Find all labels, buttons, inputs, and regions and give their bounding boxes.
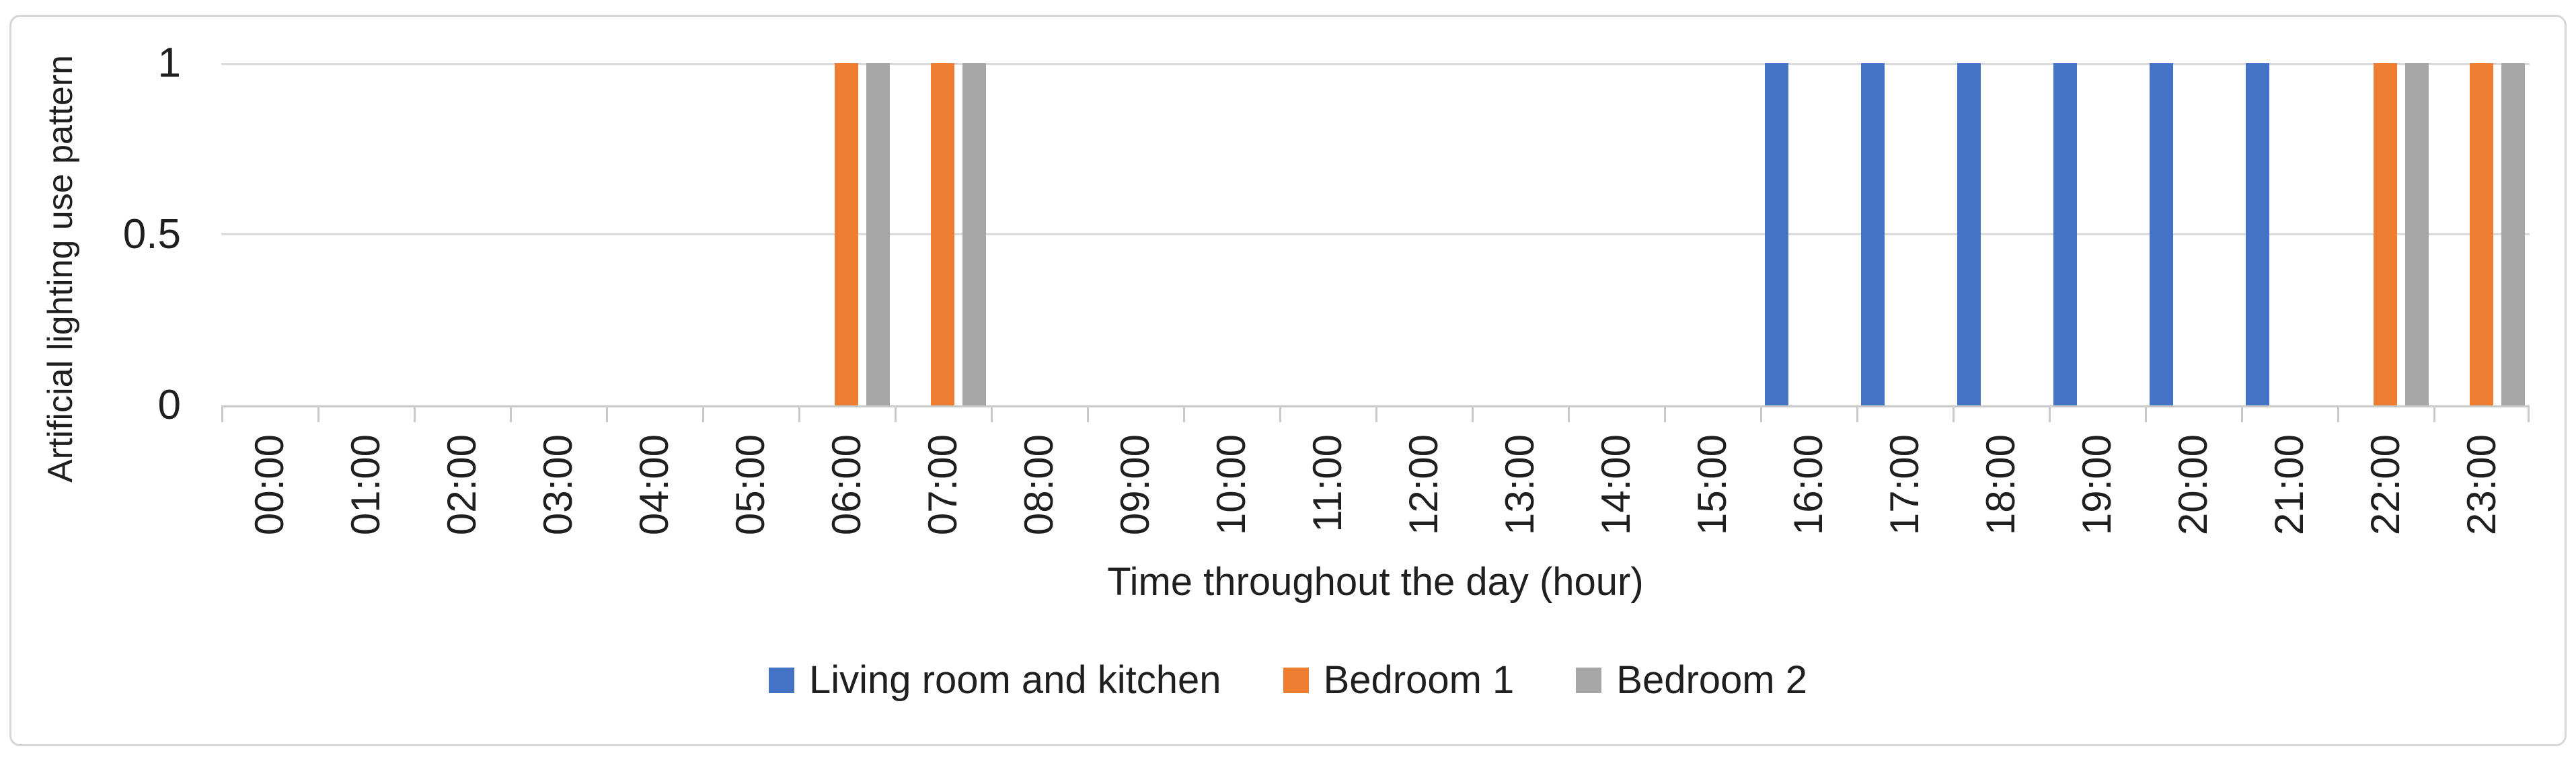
bar-living-room-and-kitchen-18:00 (1957, 63, 1981, 405)
legend-swatch-icon (1283, 668, 1309, 693)
x-tick-label-13-00: 13:00 (1497, 434, 1542, 536)
x-tick-label-20-00: 20:00 (2170, 434, 2215, 536)
x-axis-tick (2241, 407, 2243, 422)
bar-bedroom-1-22:00 (2374, 63, 2397, 405)
legend-swatch-icon (1576, 668, 1602, 693)
legend-label: Bedroom 2 (1616, 658, 1807, 702)
x-tick-label-00-00: 00:00 (247, 434, 292, 536)
x-tick-label-08-00: 08:00 (1016, 434, 1061, 536)
x-tick-label-07-00: 07:00 (920, 434, 965, 536)
x-axis-tick (2433, 407, 2435, 422)
legend: Living room and kitchen Bedroom 1 Bedroo… (11, 657, 2565, 704)
x-axis-tick (1568, 407, 1570, 422)
x-tick-label-12-00: 12:00 (1401, 434, 1446, 536)
bar-bedroom-1-07:00 (931, 63, 954, 405)
plot-area (221, 63, 2530, 422)
x-axis-tick (414, 407, 416, 422)
y-axis-title-box: Artificial lighting use pattern (30, 30, 91, 508)
bar-bedroom-2-07:00 (962, 63, 986, 405)
legend-swatch-icon (768, 668, 794, 693)
legend-label: Living room and kitchen (808, 658, 1221, 702)
bar-bedroom-2-23:00 (2501, 63, 2525, 405)
y-tick-label-0_5: 0.5 (122, 211, 181, 257)
x-axis-tick (702, 407, 704, 422)
x-tick-label-05-00: 05:00 (728, 434, 773, 536)
x-axis-tick (2337, 407, 2339, 422)
x-tick-label-06-00: 06:00 (824, 434, 869, 536)
x-tick-label-23-00: 23:00 (2459, 434, 2504, 536)
bar-living-room-and-kitchen-21:00 (2246, 63, 2269, 405)
x-tick-label-10-00: 10:00 (1209, 434, 1254, 536)
bar-bedroom-2-06:00 (866, 63, 890, 405)
x-tick-label-18-00: 18:00 (1978, 434, 2023, 536)
legend-item-bedroom-2: Bedroom 2 (1576, 657, 1807, 704)
x-axis-tick (991, 407, 993, 422)
x-tick-label-11-00: 11:00 (1305, 434, 1350, 532)
x-axis-tick (2528, 407, 2530, 422)
x-axis-tick (1279, 407, 1281, 422)
x-axis-tick (1183, 407, 1185, 422)
x-axis-tick (221, 407, 223, 422)
y-tick-label-0: 0 (157, 382, 181, 428)
bar-living-room-and-kitchen-16:00 (1765, 63, 1788, 405)
legend-label: Bedroom 1 (1323, 658, 1515, 702)
x-tick-label-01-00: 01:00 (343, 434, 388, 536)
x-axis-tick (1664, 407, 1666, 422)
x-axis-tick (895, 407, 897, 422)
gridline-1 (221, 63, 2530, 65)
legend-item-bedroom-1: Bedroom 1 (1283, 657, 1515, 704)
x-tick-label-03-00: 03:00 (535, 434, 580, 536)
x-tick-label-21-00: 21:00 (2267, 434, 2312, 536)
bar-bedroom-1-06:00 (835, 63, 858, 405)
x-tick-label-16-00: 16:00 (1786, 434, 1831, 536)
bar-living-room-and-kitchen-19:00 (2053, 63, 2077, 405)
x-axis-tick (510, 407, 512, 422)
x-tick-label-14-00: 14:00 (1593, 434, 1638, 536)
bar-living-room-and-kitchen-17:00 (1861, 63, 1885, 405)
x-axis-tick (1760, 407, 1762, 422)
x-tick-label-04-00: 04:00 (632, 434, 677, 536)
x-axis-title: Time throughout the day (hour) (1107, 560, 1644, 604)
gridline-0_5 (221, 233, 2530, 235)
x-axis-tick (317, 407, 319, 422)
x-tick-label-15-00: 15:00 (1690, 434, 1735, 536)
x-tick-label-19-00: 19:00 (2074, 434, 2119, 536)
x-tick-label-09-00: 09:00 (1112, 434, 1158, 536)
x-axis-tick (1856, 407, 1858, 422)
x-axis-tick (2145, 407, 2147, 422)
x-axis-tick (606, 407, 608, 422)
bar-bedroom-1-23:00 (2470, 63, 2493, 405)
bar-bedroom-2-22:00 (2405, 63, 2429, 405)
x-tick-label-02-00: 02:00 (439, 434, 484, 536)
y-tick-label-1: 1 (157, 40, 181, 86)
legend-item-living-room-and-kitchen: Living room and kitchen (768, 657, 1221, 704)
x-axis-tick (1375, 407, 1377, 422)
x-tick-label-17-00: 17:00 (1882, 434, 1927, 536)
x-axis-tick (1953, 407, 1955, 422)
x-axis-tick (2049, 407, 2051, 422)
bar-living-room-and-kitchen-20:00 (2150, 63, 2173, 405)
chart-frame: Artificial lighting use pattern 1 0.5 0 … (9, 15, 2567, 746)
x-axis-tick (798, 407, 800, 422)
x-axis-tick (1472, 407, 1474, 422)
x-tick-label-22-00: 22:00 (2363, 434, 2408, 536)
x-axis-tick (1087, 407, 1089, 422)
x-axis-labels: 00:00 01:00 02:00 03:00 04:00 05:00 06:00 07:00… (221, 434, 2530, 569)
